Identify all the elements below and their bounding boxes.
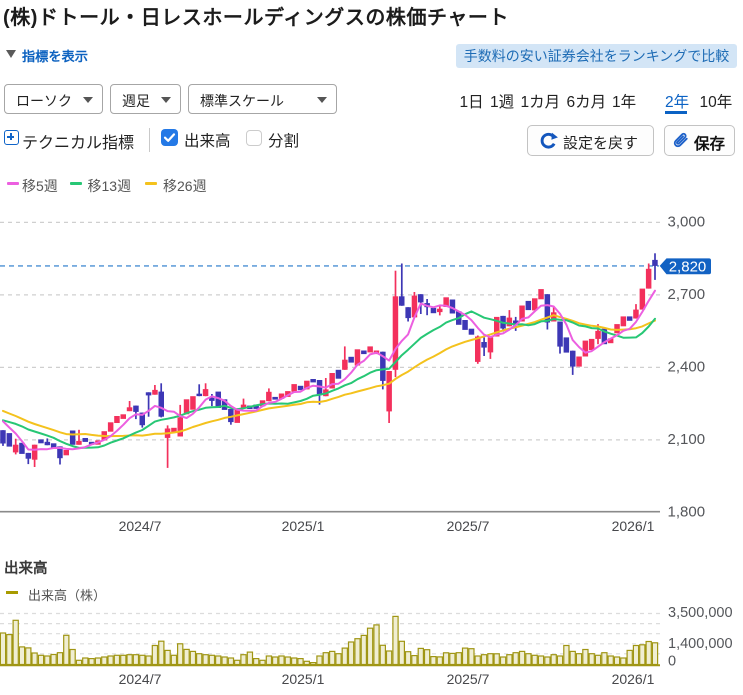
svg-text:0: 0 <box>668 654 676 670</box>
svg-text:1,800: 1,800 <box>668 504 706 521</box>
svg-text:2026/1: 2026/1 <box>612 671 655 687</box>
svg-text:2024/7: 2024/7 <box>119 518 162 534</box>
svg-text:2,700: 2,700 <box>668 286 706 303</box>
svg-text:2026/1: 2026/1 <box>612 518 655 534</box>
svg-text:3,000: 3,000 <box>668 214 706 231</box>
svg-text:2025/7: 2025/7 <box>447 518 490 534</box>
svg-text:2,100: 2,100 <box>668 431 706 448</box>
svg-text:1,400,000: 1,400,000 <box>668 636 733 652</box>
svg-text:2,820: 2,820 <box>669 259 707 276</box>
svg-text:2025/1: 2025/1 <box>282 518 325 534</box>
svg-text:2025/7: 2025/7 <box>447 671 490 687</box>
svg-text:2024/7: 2024/7 <box>119 671 162 687</box>
svg-text:3,500,000: 3,500,000 <box>668 605 733 621</box>
svg-text:2025/1: 2025/1 <box>282 671 325 687</box>
svg-text:2,400: 2,400 <box>668 359 706 376</box>
